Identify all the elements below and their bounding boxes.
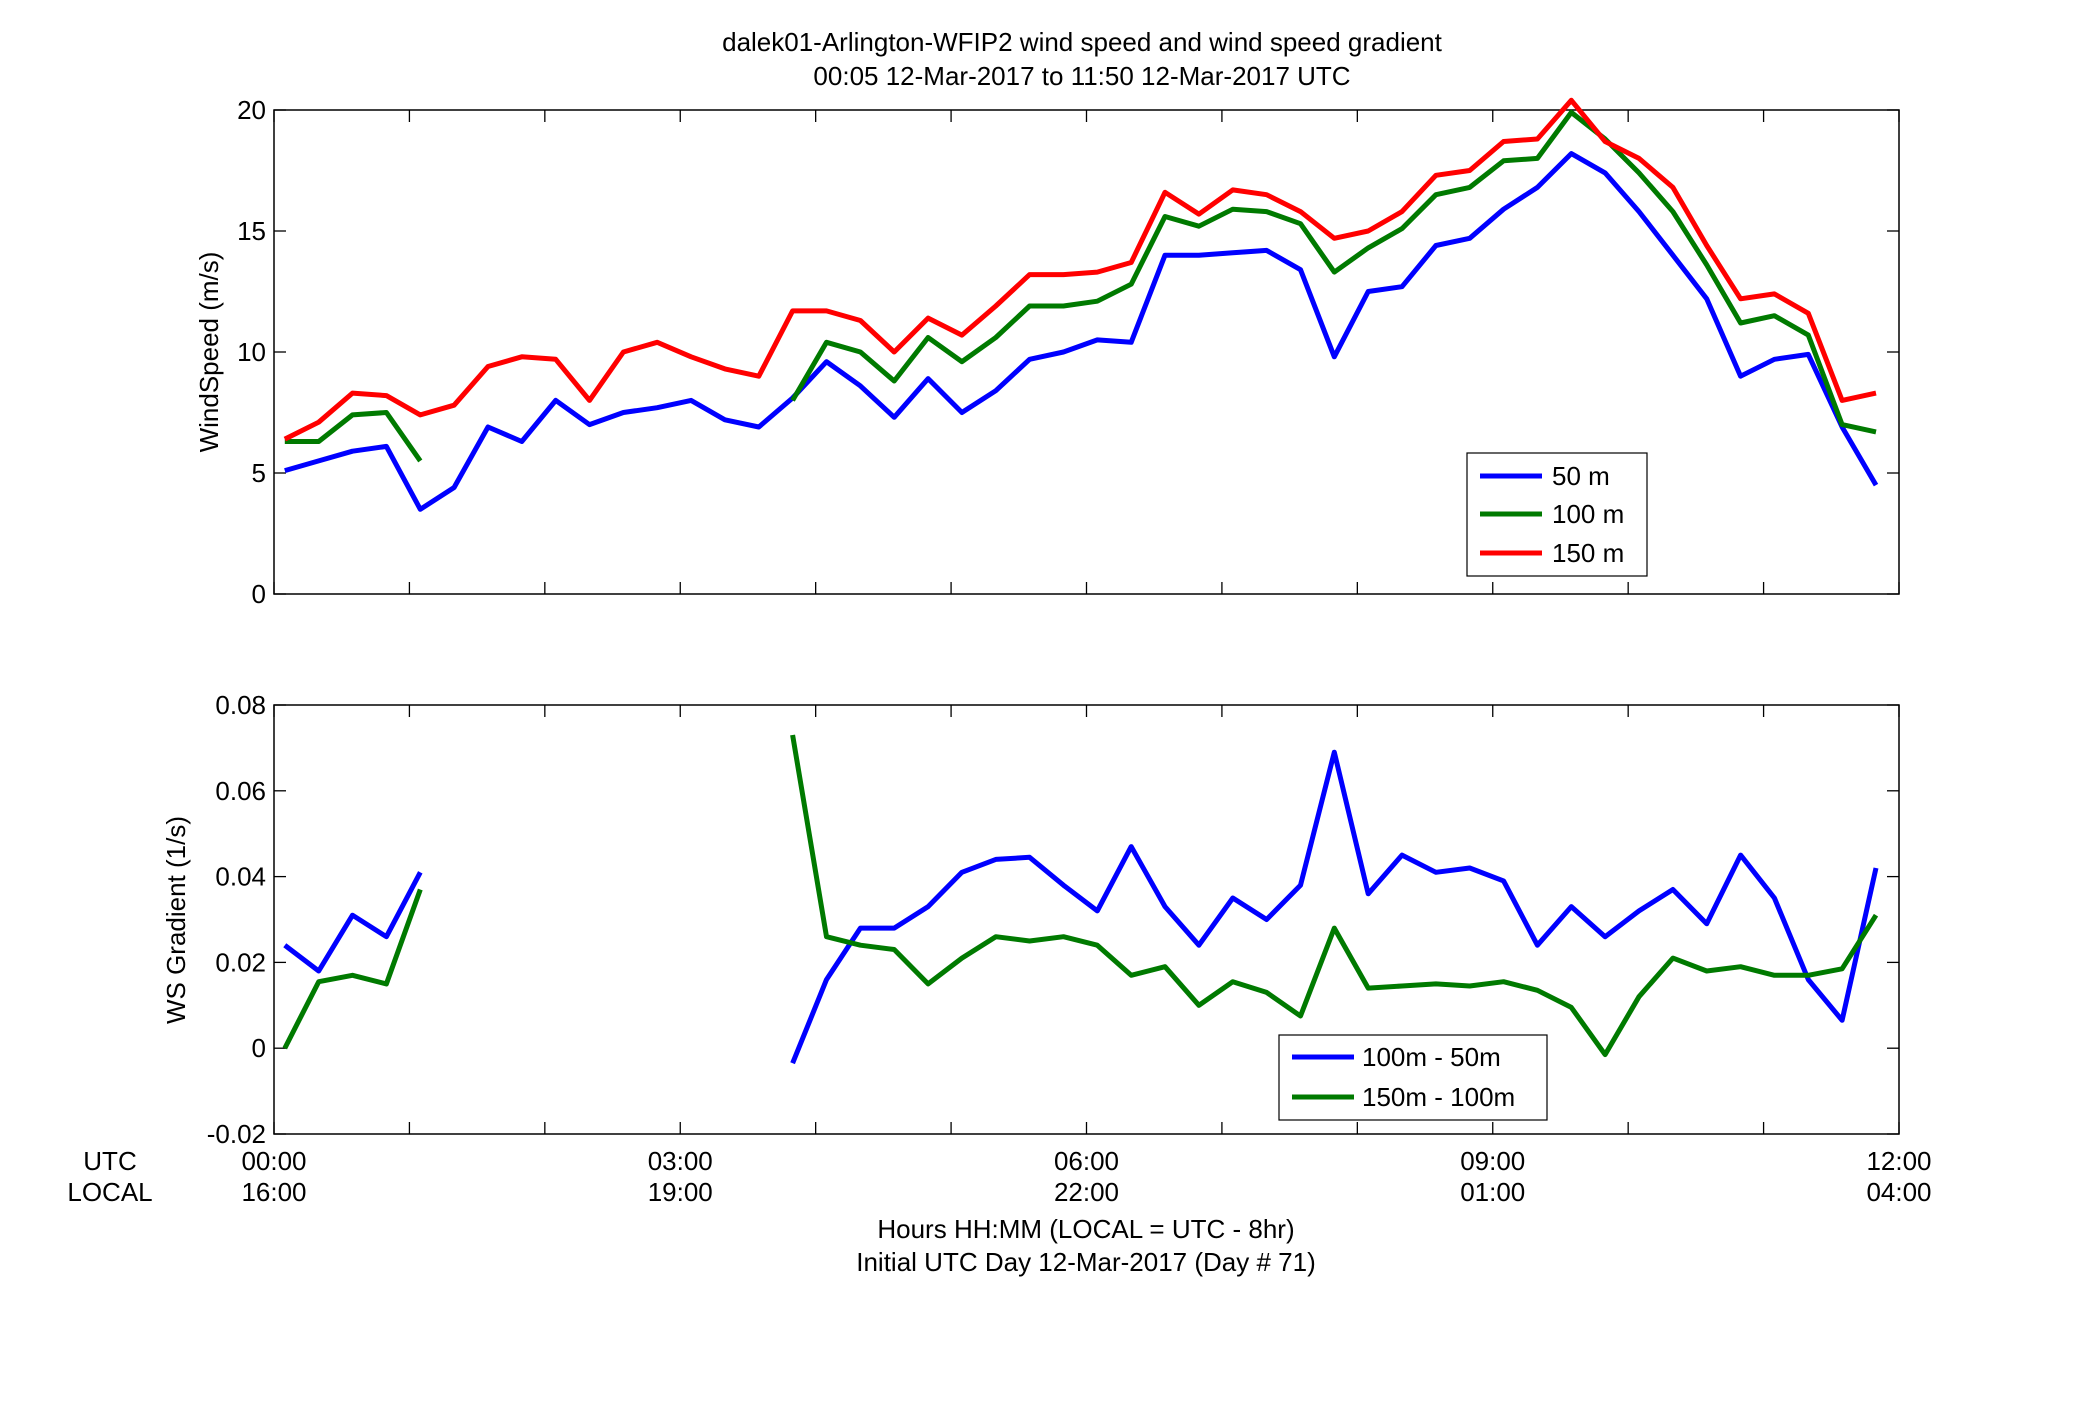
legend-label-150m-100m: 150m - 100m	[1362, 1082, 1515, 1112]
x-tick-label-utc: 03:00	[648, 1146, 713, 1176]
bottom-legend: 100m - 50m 150m - 100m	[1278, 1034, 1548, 1121]
legend-label-150m: 150 m	[1552, 538, 1624, 568]
bottom-x-ticks	[273, 705, 1900, 1134]
top-y-tick-label: 5	[252, 458, 266, 488]
x-tick-label-utc: 09:00	[1460, 1146, 1525, 1176]
chart-title-line1: dalek01-Arlington-WFIP2 wind speed and w…	[722, 27, 1443, 57]
bottom-series-line-0	[283, 749, 1879, 1065]
top-series-line-1	[284, 109, 1877, 463]
legend-label-50m: 50 m	[1552, 461, 1610, 491]
bottom-panel: -0.02 0 0.02 0.04 0.06 0.08 WS Gradient (1/s)	[161, 690, 1900, 1149]
top-series-line-0	[284, 151, 1879, 512]
top-y-tick-label: 0	[252, 579, 266, 609]
chart-title-line2: 00:05 12-Mar-2017 to 11:50 12-Mar-2017 U…	[813, 61, 1350, 91]
legend-label-100m-50m: 100m - 50m	[1362, 1042, 1501, 1072]
top-series-line-2	[283, 97, 1877, 442]
top-legend: 50 m 100 m 150 m	[1466, 452, 1648, 577]
top-series-lines	[283, 97, 1879, 512]
bottom-y-tick-label: 0.04	[215, 862, 266, 892]
x-tick-label-utc: 06:00	[1054, 1146, 1119, 1176]
bottom-y-tick-label: 0.08	[215, 690, 266, 720]
x-tick-label-local: 22:00	[1054, 1177, 1119, 1207]
x-tick-label-local: 01:00	[1460, 1177, 1525, 1207]
x-tick-label-local: 16:00	[241, 1177, 306, 1207]
bottom-y-tick-label: 0.06	[215, 776, 266, 806]
top-plot-frame	[273, 109, 1900, 595]
utc-row-label: UTC	[83, 1146, 136, 1176]
bottom-series-line-1	[282, 734, 1879, 1058]
x-tick-label-utc: 00:00	[241, 1146, 306, 1176]
top-panel: 0 5 10 15 20 WindSpeed (m/s)	[194, 95, 1900, 609]
top-y-axis-label: WindSpeed (m/s)	[194, 252, 224, 453]
bottom-series-lines	[282, 734, 1879, 1065]
bottom-y-tick-label: 0.02	[215, 947, 266, 977]
bottom-y-ticks: -0.02 0 0.02 0.04 0.06 0.08	[207, 690, 1899, 1149]
top-y-tick-label: 20	[237, 95, 266, 125]
x-tick-labels: 00:00 03:00 06:00 09:00 12:00 16:00 19:00 22:00…	[241, 1146, 1931, 1207]
x-tick-label-local: 04:00	[1866, 1177, 1931, 1207]
bottom-legend-box	[1278, 1034, 1548, 1121]
x-tick-label-local: 19:00	[648, 1177, 713, 1207]
top-y-tick-label: 10	[237, 337, 266, 367]
bottom-y-axis-label: WS Gradient (1/s)	[161, 816, 191, 1024]
bottom-y-tick-label: -0.02	[207, 1119, 266, 1149]
x-axis-label-line2: Initial UTC Day 12-Mar-2017 (Day # 71)	[856, 1247, 1316, 1277]
local-row-label: LOCAL	[67, 1177, 152, 1207]
top-x-ticks	[273, 110, 1900, 594]
top-y-tick-label: 15	[237, 216, 266, 246]
bottom-y-tick-label: 0	[252, 1033, 266, 1063]
x-tick-label-utc: 12:00	[1866, 1146, 1931, 1176]
top-y-ticks: 0 5 10 15 20	[237, 95, 1899, 609]
legend-label-100m: 100 m	[1552, 499, 1624, 529]
bottom-plot-frame	[273, 704, 1900, 1135]
x-axis-label-line1: Hours HH:MM (LOCAL = UTC - 8hr)	[877, 1214, 1294, 1244]
